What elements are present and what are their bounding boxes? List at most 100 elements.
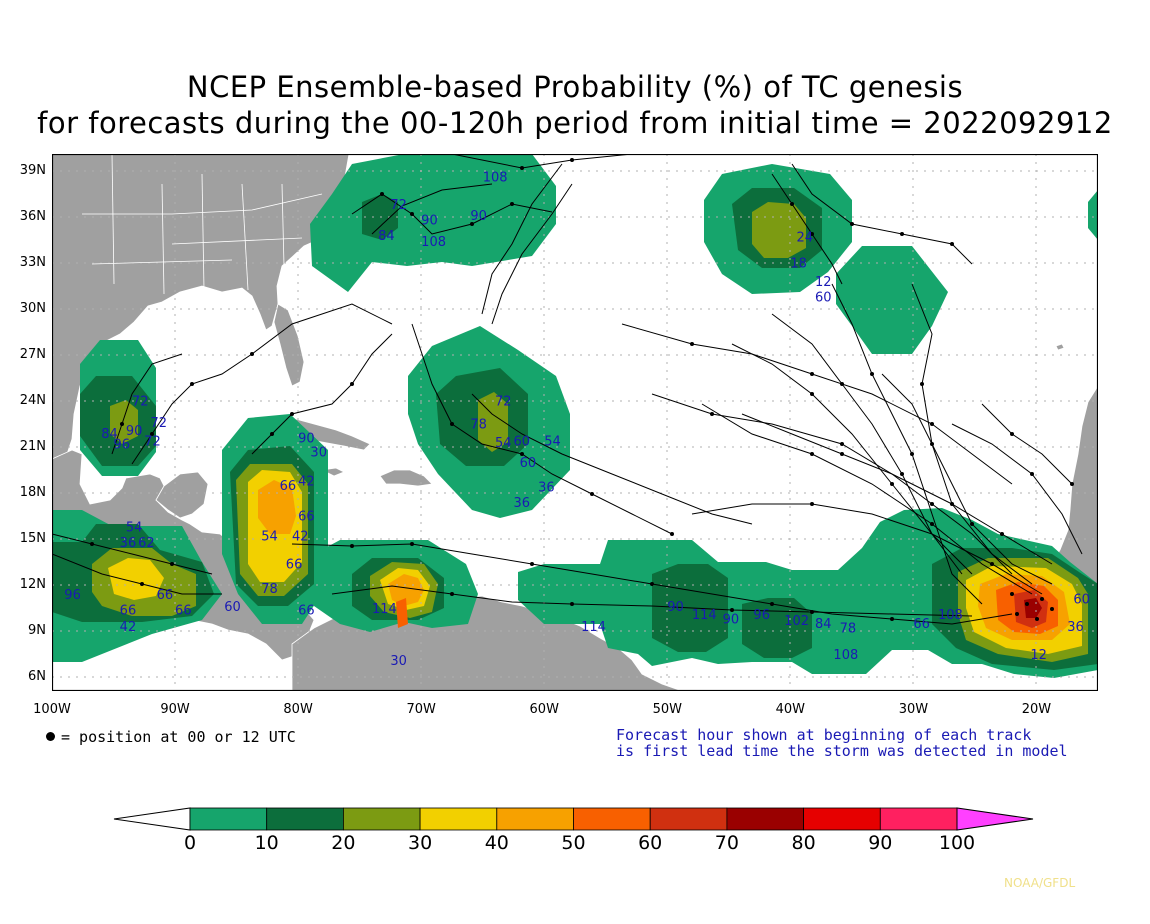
lat-label: 12N xyxy=(19,577,46,593)
forecast-hour-label: 114 xyxy=(692,608,717,623)
forecast-hour-note-line2: is first lead time the storm was detecte… xyxy=(616,742,1068,760)
lat-label: 24N xyxy=(19,393,46,409)
state-borders xyxy=(82,154,323,295)
lon-label: 100W xyxy=(33,702,71,717)
forecast-hour-label: 96 xyxy=(114,438,131,453)
forecast-hour-label: 62 xyxy=(138,536,155,551)
forecast-hour-label: 78 xyxy=(840,622,857,637)
forecast-hour-note-line1: Forecast hour shown at beginning of each… xyxy=(616,726,1032,744)
forecast-hour-label: 78 xyxy=(261,582,278,597)
forecast-hour-label: 84 xyxy=(378,229,395,244)
lat-label: 39N xyxy=(19,162,46,178)
lat-label: 18N xyxy=(19,485,46,501)
colorbar-label: 90 xyxy=(868,832,893,854)
colorbar-label: 50 xyxy=(561,832,586,854)
colorbar-label: 80 xyxy=(791,832,816,854)
forecast-hour-label: 90 xyxy=(667,600,684,615)
forecast-hour-label: 90 xyxy=(470,209,487,224)
colorbar-right-arrow xyxy=(956,807,1034,831)
lon-label: 50W xyxy=(652,702,682,717)
forecast-hour-label: 66 xyxy=(280,479,297,494)
forecast-hour-label: 60 xyxy=(1073,593,1090,608)
lon-label: 30W xyxy=(898,702,929,717)
lon-label: 80W xyxy=(283,702,313,717)
forecast-hour-label: 54 xyxy=(126,520,143,535)
land-yucatan xyxy=(155,471,209,519)
colorbar-left-arrow xyxy=(113,807,191,831)
forecast-hour-label: 36 xyxy=(513,496,530,511)
lat-label: 36N xyxy=(19,208,46,224)
forecast-hour-label: 60 xyxy=(520,456,537,471)
colorbar-label: 30 xyxy=(408,832,433,854)
forecast-hour-label: 66 xyxy=(298,603,315,618)
forecast-hour-label: 108 xyxy=(833,648,858,663)
forecast-hour-label: 66 xyxy=(175,603,192,618)
forecast-hour-note: Forecast hour shown at beginning of each… xyxy=(616,727,1068,759)
forecast-hour-label: 42 xyxy=(120,620,137,635)
forecast-hour-label: 84 xyxy=(101,427,118,442)
colorbar-label: 20 xyxy=(331,832,356,854)
colorbar-segment xyxy=(879,807,958,831)
lat-label: 15N xyxy=(19,531,46,547)
forecast-hour-label: 108 xyxy=(421,235,446,250)
forecast-hour-label: 60 xyxy=(513,435,530,450)
position-dot-icon xyxy=(46,732,55,741)
probability-regions xyxy=(52,154,1098,678)
forecast-hour-label: 72 xyxy=(495,395,512,410)
lon-label: 60W xyxy=(529,702,559,717)
forecast-hour-label: 66 xyxy=(286,557,303,572)
forecast-hour-label: 72 xyxy=(144,435,161,450)
lat-label: 33N xyxy=(19,254,46,270)
forecast-hour-label: 12 xyxy=(1030,648,1047,663)
forecast-hour-label: 24 xyxy=(797,230,814,245)
forecast-hour-label: 12 xyxy=(815,275,832,290)
land-hispaniola xyxy=(379,469,433,487)
forecast-hour-label: 90 xyxy=(421,214,438,229)
forecast-hour-label: 84 xyxy=(815,617,832,632)
lon-label: 90W xyxy=(160,702,190,717)
colorbar-segment xyxy=(803,807,881,831)
position-legend-text: = position at 00 or 12 UTC xyxy=(61,728,296,746)
forecast-hour-label: 90 xyxy=(298,431,315,446)
forecast-hour-label: 78 xyxy=(470,418,487,433)
lon-label: 20W xyxy=(1021,702,1052,717)
forecast-hour-label: 108 xyxy=(483,171,508,186)
credit-text: NOAA/GFDL xyxy=(1004,876,1076,890)
forecast-hour-label: 114 xyxy=(372,602,397,617)
colorbar-segment xyxy=(342,807,421,831)
forecast-hour-label: 30 xyxy=(390,654,407,669)
forecast-hour-label: 54 xyxy=(495,436,512,451)
lon-label: 40W xyxy=(775,702,806,717)
forecast-hour-label: 18 xyxy=(790,257,807,272)
colorbar-label: 70 xyxy=(714,832,739,854)
lat-label: 30N xyxy=(19,300,46,316)
forecast-hour-label: 96 xyxy=(753,608,770,623)
lat-label: 6N xyxy=(28,669,46,685)
colorbar-label: 60 xyxy=(638,832,663,854)
forecast-hour-label: 90 xyxy=(126,424,143,439)
colorbar-label: 10 xyxy=(254,832,279,854)
forecast-hour-label: 54 xyxy=(261,530,278,545)
forecast-hour-label: 36 xyxy=(120,536,137,551)
forecast-hour-label: 42 xyxy=(292,530,309,545)
map-frame xyxy=(52,154,1098,691)
colorbar-label: 40 xyxy=(484,832,509,854)
colorbar-segment xyxy=(266,807,344,831)
lat-label: 21N xyxy=(19,439,46,455)
land-florida xyxy=(273,303,305,387)
forecast-hour-label: 96 xyxy=(64,588,81,603)
forecast-hour-label: 30 xyxy=(310,445,327,460)
position-legend: = position at 00 or 12 UTC xyxy=(46,728,296,746)
forecast-hour-label: 66 xyxy=(120,603,137,618)
colorbar-segment xyxy=(496,807,574,831)
forecast-hour-label: 36 xyxy=(1067,620,1084,635)
forecast-hour-label: 60 xyxy=(815,290,832,305)
chart-title-line2: for forecasts during the 00-120h period … xyxy=(37,106,1113,140)
forecast-hour-label: 66 xyxy=(913,617,930,632)
forecast-hour-label: 42 xyxy=(298,474,315,489)
lat-label: 9N xyxy=(28,623,46,639)
colorbar-segment xyxy=(726,807,805,831)
forecast-hour-label: 36 xyxy=(538,481,555,496)
